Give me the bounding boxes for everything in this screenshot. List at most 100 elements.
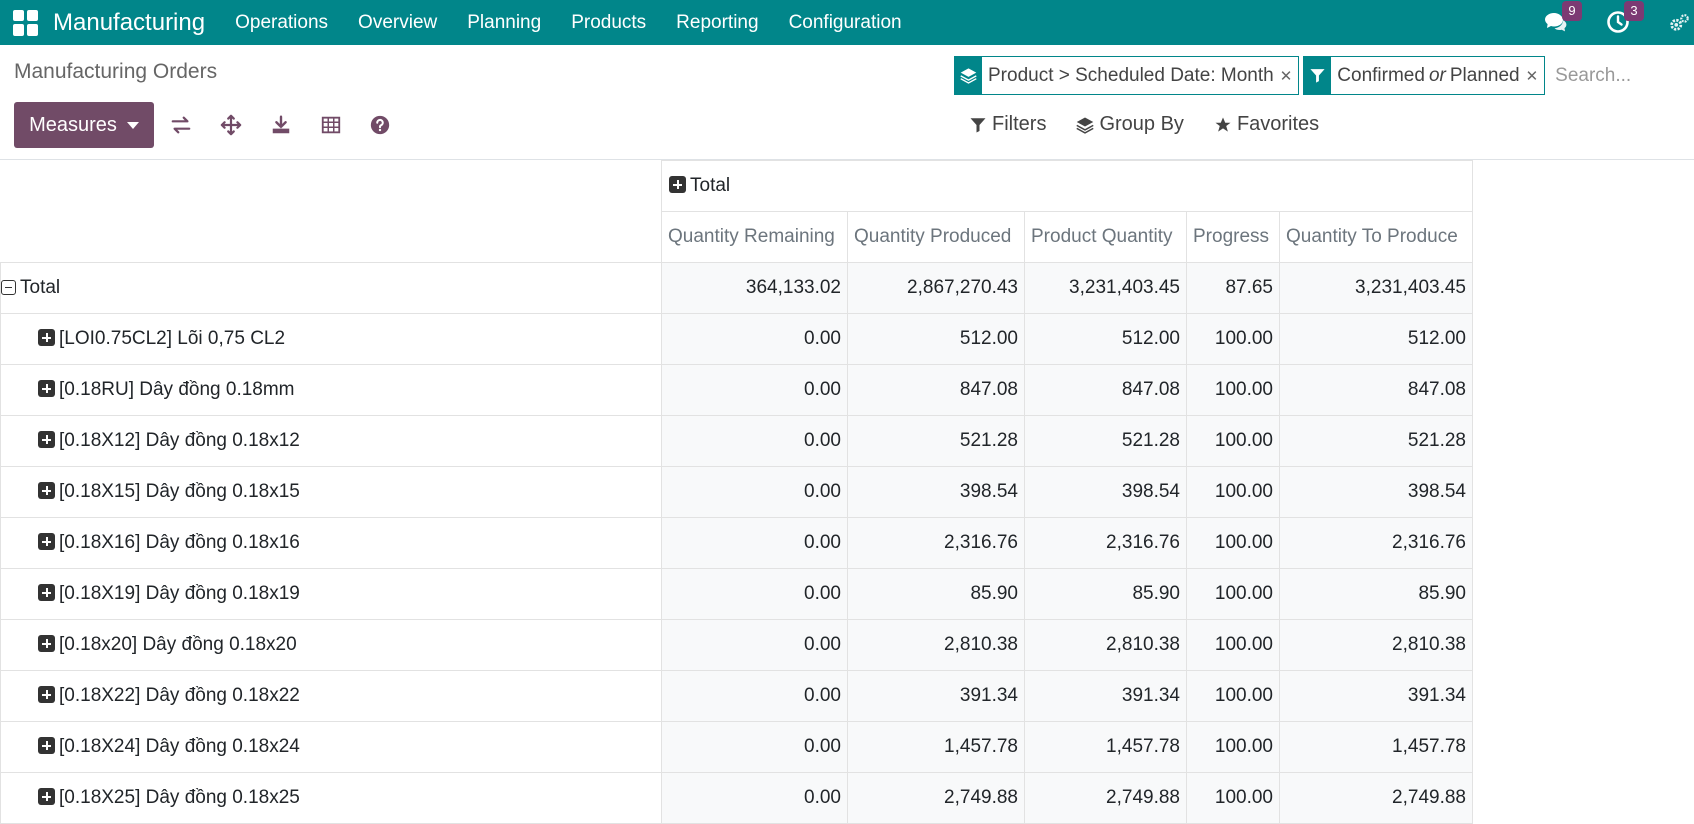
cell-value[interactable]: 2,810.38 [1024,619,1187,671]
row-header[interactable]: [0.18X25] Dây đồng 0.18x25 [0,772,662,824]
cell-value[interactable]: 100.00 [1186,772,1280,824]
menu-overview[interactable]: Overview [358,11,438,33]
cell-value[interactable]: 398.54 [1279,466,1473,518]
favorites-dropdown[interactable]: Favorites [1214,113,1319,136]
cell-value[interactable]: 847.08 [1024,364,1187,416]
group-by-dropdown[interactable]: Group By [1076,113,1184,136]
cell-value[interactable]: 0.00 [661,313,848,365]
cell-value[interactable]: 100.00 [1186,415,1280,467]
row-header[interactable]: [0.18x20] Dây đồng 0.18x20 [0,619,662,671]
cell-value[interactable]: 512.00 [1024,313,1187,365]
filters-dropdown[interactable]: Filters [969,113,1046,136]
cell-value[interactable]: 100.00 [1186,313,1280,365]
cell-value[interactable]: 521.28 [1279,415,1473,467]
filter-icon [970,117,986,132]
row-header[interactable]: [0.18X16] Dây đồng 0.18x16 [0,517,662,569]
groupby-facet[interactable]: Product > Scheduled Date: Month ✕ [954,56,1300,95]
cell-value[interactable]: 2,749.88 [1279,772,1473,824]
cell-value[interactable]: 364,133.02 [661,262,848,314]
cell-value[interactable]: 398.54 [1024,466,1187,518]
activities-button[interactable]: 3 [1606,0,1644,36]
download-button[interactable] [268,112,294,138]
cell-value[interactable]: 512.00 [1279,313,1473,365]
cell-value[interactable]: 87.65 [1186,262,1280,314]
help-button[interactable] [367,112,393,138]
menu-planning[interactable]: Planning [467,11,542,33]
row-header[interactable]: [LOI0.75CL2] Lõi 0,75 CL2 [0,313,662,365]
cell-value[interactable]: 2,749.88 [847,772,1025,824]
row-header[interactable]: [0.18X24] Dây đồng 0.18x24 [0,721,662,773]
cell-value[interactable]: 2,810.38 [847,619,1025,671]
page-title: Manufacturing Orders [14,60,218,83]
remove-filter-facet-button[interactable]: ✕ [1525,67,1539,85]
cell-value[interactable]: 85.90 [1024,568,1187,620]
cell-value[interactable]: 2,316.76 [1024,517,1187,569]
measures-button[interactable]: Measures [14,102,154,148]
cell-value[interactable]: 100.00 [1186,568,1280,620]
cell-value[interactable]: 2,316.76 [847,517,1025,569]
cell-value[interactable]: 391.34 [1024,670,1187,722]
cell-value[interactable]: 398.54 [847,466,1025,518]
measure-header-quantity-to-produce[interactable]: Quantity To Produce [1279,211,1473,263]
menu-reporting[interactable]: Reporting [676,11,759,33]
measure-header-progress[interactable]: Progress [1186,211,1280,263]
cell-value[interactable]: 3,231,403.45 [1279,262,1473,314]
cell-value[interactable]: 100.00 [1186,619,1280,671]
menu-operations[interactable]: Operations [235,11,329,33]
cell-value[interactable]: 847.08 [1279,364,1473,416]
cell-value[interactable]: 0.00 [661,670,848,722]
cell-value[interactable]: 0.00 [661,568,848,620]
menu-configuration[interactable]: Configuration [788,11,902,33]
pivot-col-header-total[interactable]: Total [661,160,1473,212]
cell-value[interactable]: 0.00 [661,415,848,467]
cell-value[interactable]: 0.00 [661,364,848,416]
cell-value[interactable]: 521.28 [1024,415,1187,467]
messages-button[interactable]: 9 [1544,0,1582,36]
cell-value[interactable]: 1,457.78 [1279,721,1473,773]
search-input[interactable] [1555,56,1646,95]
cell-value[interactable]: 100.00 [1186,721,1280,773]
cell-value[interactable]: 100.00 [1186,517,1280,569]
cell-value[interactable]: 2,867,270.43 [847,262,1025,314]
cell-value[interactable]: 2,749.88 [1024,772,1187,824]
apps-menu-icon[interactable] [13,9,39,36]
measure-header-product-quantity[interactable]: Product Quantity [1024,211,1187,263]
row-header[interactable]: [0.18X15] Dây đồng 0.18x15 [0,466,662,518]
expand-all-button[interactable] [218,112,244,138]
cell-value[interactable]: 85.90 [1279,568,1473,620]
cell-value[interactable]: 2,316.76 [1279,517,1473,569]
cell-value[interactable]: 100.00 [1186,670,1280,722]
cell-value[interactable]: 2,810.38 [1279,619,1473,671]
app-title[interactable]: Manufacturing [53,8,206,36]
cell-value[interactable]: 0.00 [661,466,848,518]
cell-value[interactable]: 0.00 [661,619,848,671]
remove-groupby-facet-button[interactable]: ✕ [1279,67,1293,85]
insert-spreadsheet-button[interactable] [318,112,344,138]
expand-plus-icon [38,788,55,805]
row-header[interactable]: [0.18RU] Dây đồng 0.18mm [0,364,662,416]
measure-header-quantity-remaining[interactable]: Quantity Remaining [661,211,848,263]
row-header[interactable]: [0.18X12] Dây đồng 0.18x12 [0,415,662,467]
flip-axis-button[interactable] [168,112,194,138]
row-header-total[interactable]: Total [0,262,662,314]
menu-products[interactable]: Products [571,11,647,33]
row-header[interactable]: [0.18X22] Dây đồng 0.18x22 [0,670,662,722]
cell-value[interactable]: 391.34 [847,670,1025,722]
cell-value[interactable]: 3,231,403.45 [1024,262,1187,314]
measure-header-quantity-produced[interactable]: Quantity Produced [847,211,1025,263]
settings-gears-icon[interactable] [1668,12,1690,34]
filter-facet[interactable]: Confirmed or Planned ✕ [1303,56,1546,95]
cell-value[interactable]: 100.00 [1186,364,1280,416]
cell-value[interactable]: 521.28 [847,415,1025,467]
cell-value[interactable]: 847.08 [847,364,1025,416]
cell-value[interactable]: 85.90 [847,568,1025,620]
row-header[interactable]: [0.18X19] Dây đồng 0.18x19 [0,568,662,620]
cell-value[interactable]: 0.00 [661,517,848,569]
cell-value[interactable]: 391.34 [1279,670,1473,722]
cell-value[interactable]: 0.00 [661,721,848,773]
cell-value[interactable]: 0.00 [661,772,848,824]
cell-value[interactable]: 1,457.78 [847,721,1025,773]
cell-value[interactable]: 512.00 [847,313,1025,365]
cell-value[interactable]: 100.00 [1186,466,1280,518]
cell-value[interactable]: 1,457.78 [1024,721,1187,773]
